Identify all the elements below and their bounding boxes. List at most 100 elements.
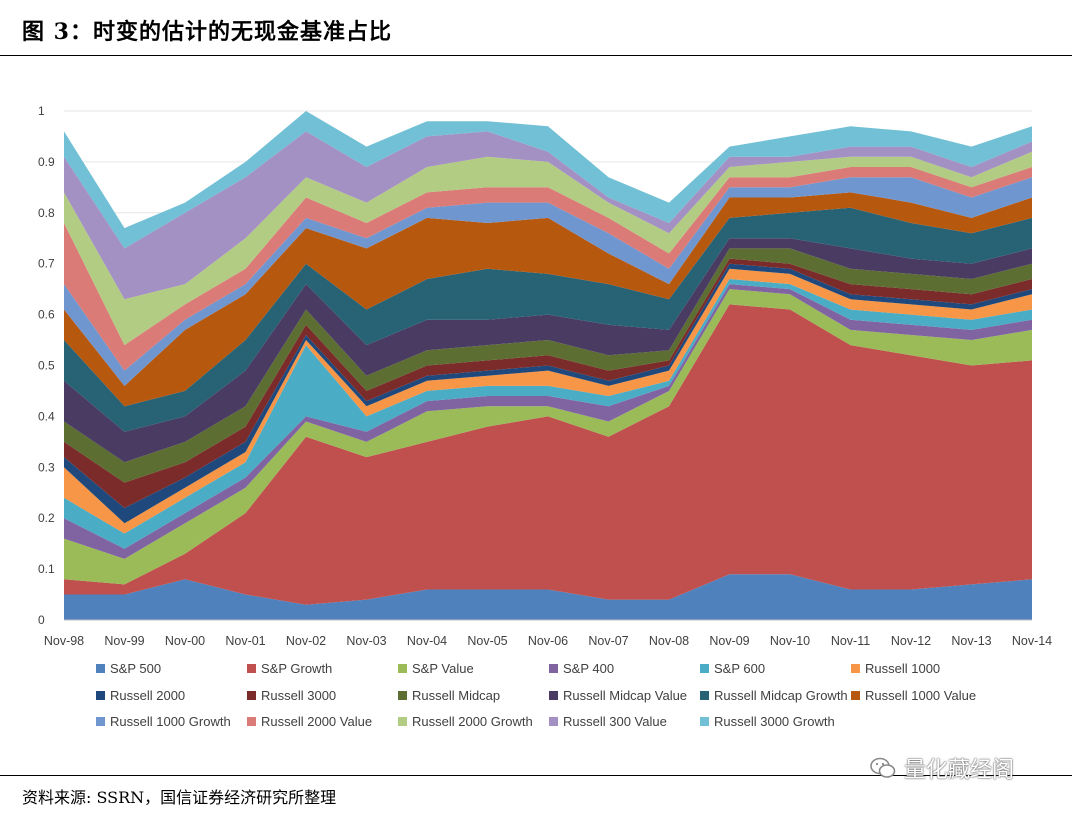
area-series xyxy=(64,111,1032,620)
legend-item: Russell 1000 Growth xyxy=(96,714,231,729)
legend-item: Russell 1000 xyxy=(851,661,940,676)
legend-label: S&P 400 xyxy=(563,661,615,676)
x-tick-label: Nov-01 xyxy=(225,634,265,648)
legend-swatch xyxy=(96,691,105,700)
legend-item: Russell Midcap Value xyxy=(549,688,687,703)
legend-label: Russell 2000 Value xyxy=(261,714,373,729)
legend-label: Russell 300 Value xyxy=(563,714,667,729)
legend-item: Russell Midcap Growth xyxy=(700,688,848,703)
area-series-s-p-500 xyxy=(64,574,1032,620)
legend-label: Russell 1000 Value xyxy=(865,688,977,703)
legend-item: S&P Value xyxy=(398,661,474,676)
area-series-russell-1000-growth xyxy=(64,177,1032,386)
area-series-russell-2000-value xyxy=(64,167,1032,371)
x-axis: Nov-98 Nov-99 Nov-00 Nov-01 Nov-02 Nov-03 Nov-… xyxy=(44,619,1052,648)
legend-swatch xyxy=(247,717,256,726)
x-tick-label: Nov-06 xyxy=(528,634,568,648)
legend-swatch xyxy=(247,691,256,700)
x-tick-label: Nov-12 xyxy=(891,634,931,648)
legend-swatch xyxy=(549,691,558,700)
stacked-area-chart: 00.10.20.30.40.50.60.70.80.91 Nov-98 Nov-… xyxy=(38,104,1052,648)
legend-label: Russell Midcap Value xyxy=(563,688,688,703)
area-series-s-p-growth xyxy=(64,304,1032,605)
y-tick-label: 0.2 xyxy=(38,511,55,525)
area-series-russell-2000-growth xyxy=(64,151,1032,346)
legend-label: Russell 3000 Growth xyxy=(714,714,835,729)
legend-label: Russell Midcap Growth xyxy=(714,688,848,703)
x-tick-label: Nov-11 xyxy=(831,634,870,648)
legend-swatch xyxy=(700,664,709,673)
x-tick-label: Nov-14 xyxy=(1012,634,1052,648)
legend-label: Russell Midcap xyxy=(412,688,501,703)
legend-item: S&P 600 xyxy=(700,661,765,676)
x-tick-label: Nov-99 xyxy=(104,634,144,648)
y-tick-label: 0.1 xyxy=(38,562,55,576)
x-tick-label: Nov-07 xyxy=(588,634,628,648)
x-tick-label: Nov-98 xyxy=(44,634,84,648)
y-tick-label: 0.3 xyxy=(38,460,55,474)
y-axis: 0 0.1 0.2 0.3 0.4 0.5 0.6 0.7 0.8 0.9 1 xyxy=(38,104,55,627)
x-tick-label: Nov-00 xyxy=(165,634,205,648)
x-tick-label: Nov-08 xyxy=(649,634,689,648)
legend-item: Russell 3000 xyxy=(247,688,336,703)
y-tick-label: 0.7 xyxy=(38,257,55,271)
x-tick-label: Nov-09 xyxy=(709,634,749,648)
legend-item: Russell 3000 Growth xyxy=(700,714,835,729)
area-series-russell-midcap-growth xyxy=(64,207,1032,432)
legend-swatch xyxy=(549,717,558,726)
y-tick-label: 0.4 xyxy=(38,409,55,423)
area-series-russell-300-value xyxy=(64,131,1032,300)
area-series-russell-2000 xyxy=(64,263,1032,524)
legend-item: Russell 2000 xyxy=(96,688,185,703)
legend-label: Russell 1000 Growth xyxy=(110,714,231,729)
area-series-s-p-400 xyxy=(64,284,1032,559)
chart-area: 0 0.1 0.2 0.3 0.4 0.5 0.6 0.7 0.8 0.9 1 Nov-98 Nov-… xyxy=(0,60,1072,760)
y-tick-label: 0.5 xyxy=(38,359,55,373)
legend-label: Russell 2000 Growth xyxy=(412,714,533,729)
legend-swatch xyxy=(398,664,407,673)
footer-divider xyxy=(0,775,1072,776)
area-series-russell-midcap xyxy=(64,248,1032,483)
legend-swatch xyxy=(700,691,709,700)
legend-swatch xyxy=(851,691,860,700)
legend-swatch xyxy=(96,717,105,726)
legend-swatch xyxy=(398,691,407,700)
x-tick-label: Nov-10 xyxy=(770,634,810,648)
area-series-russell-3000 xyxy=(64,258,1032,508)
wechat-icon xyxy=(870,757,896,778)
page-title: 图 3：时变的估计的无现金基准占比 xyxy=(22,19,392,45)
legend-swatch xyxy=(700,717,709,726)
x-tick-label: Nov-03 xyxy=(346,634,386,648)
x-tick-label: Nov-13 xyxy=(951,634,991,648)
title-bar: 图 3：时变的估计的无现金基准占比 xyxy=(0,0,1072,56)
source-note: 资料来源: SSRN，国信证券经济研究所整理 xyxy=(22,788,337,807)
legend-swatch xyxy=(851,664,860,673)
area-series-russell-1000 xyxy=(64,268,1032,534)
legend-label: Russell 2000 xyxy=(110,688,186,703)
area-series-russell-midcap-value xyxy=(64,238,1032,463)
area-series-russell-3000-growth xyxy=(64,111,1032,249)
legend-swatch xyxy=(96,664,105,673)
legend-label: S&P 500 xyxy=(110,661,162,676)
legend-item: S&P Growth xyxy=(247,661,332,676)
area-series-s-p-600 xyxy=(64,279,1032,549)
x-tick-label: Nov-04 xyxy=(407,634,447,648)
legend-item: Russell 300 Value xyxy=(549,714,667,729)
legend-label: S&P Growth xyxy=(261,661,333,676)
legend-item: S&P 400 xyxy=(549,661,614,676)
y-tick-label: 0.8 xyxy=(38,206,55,220)
legend-label: Russell 1000 xyxy=(865,661,941,676)
x-tick-label: Nov-02 xyxy=(286,634,326,648)
legend-item: Russell 1000 Value xyxy=(851,688,976,703)
area-series-s-p-value xyxy=(64,289,1032,585)
area-series-russell-1000-value xyxy=(64,192,1032,407)
y-tick-label: 0.9 xyxy=(38,155,55,169)
watermark: 量化藏经阁 xyxy=(870,752,1014,784)
y-tick-label: 0.6 xyxy=(38,308,55,322)
legend-label: S&P Value xyxy=(412,661,474,676)
legend-swatch xyxy=(549,664,558,673)
legend-label: Russell 3000 xyxy=(261,688,337,703)
legend-swatch xyxy=(247,664,256,673)
y-tick-label: 0 xyxy=(38,613,45,627)
legend-label: S&P 600 xyxy=(714,661,766,676)
